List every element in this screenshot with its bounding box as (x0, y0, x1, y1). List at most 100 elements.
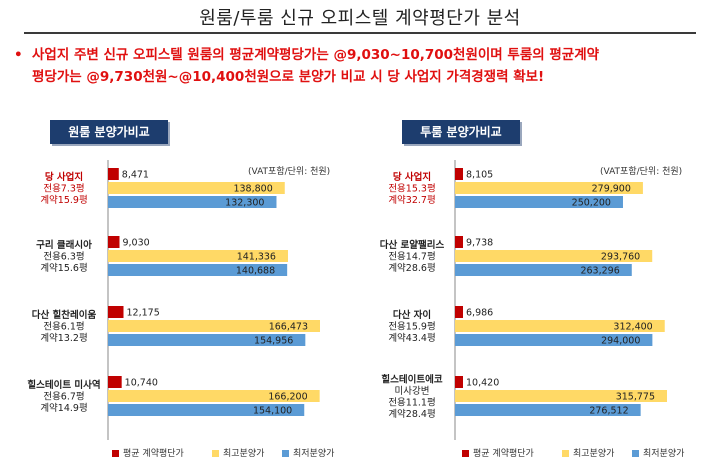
legend-item-avg: 평균 계약평단가 (112, 446, 184, 459)
category-label: 구리 클래시아 (36, 239, 92, 251)
legend-swatch-max (212, 450, 219, 457)
value-label: 279,900 (592, 184, 631, 195)
value-label: 9,030 (122, 238, 149, 249)
value-label: 138,800 (233, 184, 272, 195)
bar-max-price (455, 182, 643, 194)
value-label: 12,175 (127, 308, 160, 319)
page-title: 원룸/투룸 신규 오피스텔 계약평단가 분석 (199, 8, 521, 29)
category-label: 전용11.1평 (388, 397, 435, 408)
legend-swatch-max (562, 450, 569, 457)
summary-line-1: 사업지 주변 신규 오피스텔 원룸의 평균계약평당가는 @9,030~10,70… (32, 47, 600, 63)
value-label: 263,296 (580, 266, 619, 277)
category-label: 전용6.1평 (43, 322, 84, 333)
legend-label-min: 최저분양가 (293, 449, 335, 459)
category-label: 계약15.9평 (40, 194, 87, 206)
value-label: 166,200 (268, 392, 307, 403)
legend-label-avg: 평균 계약평단가 (473, 449, 534, 459)
bar-avg-contract (455, 236, 463, 248)
category-label: 계약43.4평 (388, 332, 435, 344)
category-label: 계약32.7평 (388, 194, 435, 206)
value-label: 293,760 (601, 252, 640, 263)
bar-min-price (455, 196, 623, 208)
value-label: 10,420 (466, 378, 499, 389)
bar-min-price (455, 404, 641, 416)
legend-item-min: 최저분양가 (282, 446, 334, 459)
legend-item-min: 최저분양가 (632, 446, 684, 459)
bar-avg-contract (108, 236, 120, 248)
unit-note-oneroom: (VAT포함/단위: 천원) (248, 167, 331, 177)
bar-avg-contract (108, 306, 124, 318)
legend-label-max: 최고분양가 (573, 449, 615, 459)
category-label: 전용15.3평 (388, 184, 435, 195)
category-label: 계약13.2평 (40, 332, 87, 344)
value-label: 250,200 (572, 198, 611, 209)
bar-max-price (455, 390, 667, 402)
category-label: 다산 자이 (393, 309, 431, 321)
bar-avg-contract (108, 168, 119, 180)
value-label: 8,105 (466, 170, 493, 181)
bar-avg-contract (455, 376, 463, 388)
legend-swatch-min (632, 450, 639, 457)
value-label: 141,336 (237, 252, 276, 263)
panel-header-tworoom: 투룸 분양가비교 (402, 120, 520, 144)
value-label: 6,986 (466, 308, 493, 319)
bar-min-price (455, 334, 653, 346)
legend-item-avg: 평균 계약평단가 (462, 446, 534, 459)
value-label: 312,400 (613, 322, 652, 333)
bar-max-price (108, 320, 320, 332)
value-label: 10,740 (125, 378, 158, 389)
category-label: 다산 힐찬레이움 (32, 309, 97, 321)
panel-header-oneroom: 원룸 분양가비교 (50, 120, 168, 144)
legend-item-max: 최고분양가 (562, 446, 614, 459)
bar-max-price (108, 182, 285, 194)
category-label: 계약28.4평 (388, 408, 435, 420)
bar-max-price (455, 250, 653, 262)
legend-swatch-min (282, 450, 289, 457)
category-label: 당 사업지 (393, 171, 431, 183)
category-label: 전용14.7평 (388, 252, 435, 263)
bar-avg-contract (455, 306, 463, 318)
value-label: 9,738 (466, 238, 493, 249)
bar-min-price (108, 264, 288, 276)
unit-note-tworoom: (VAT포함/단위: 천원) (600, 167, 683, 177)
category-label: 계약28.6평 (388, 262, 435, 274)
bar-min-price (455, 264, 632, 276)
category-label: 전용7.3평 (43, 184, 84, 195)
title-divider (24, 32, 696, 34)
bar-min-price (108, 334, 306, 346)
category-label: 계약15.6평 (40, 262, 87, 274)
category-label: 다산 로얄팰리스 (380, 239, 445, 251)
bar-avg-contract (455, 168, 463, 180)
category-label: 미사강변 (395, 386, 430, 397)
category-label: 힐스테이트에코 (381, 373, 442, 385)
legend-label-avg: 평균 계약평단가 (123, 449, 184, 459)
value-label: 276,512 (589, 406, 628, 417)
bar-max-price (455, 320, 665, 332)
value-label: 154,956 (254, 336, 293, 347)
bar-avg-contract (108, 376, 122, 388)
legend-swatch-avg (112, 450, 119, 457)
bar-max-price (108, 390, 320, 402)
category-label: 당 사업지 (45, 171, 83, 183)
category-label: 계약14.9평 (40, 402, 87, 414)
value-label: 294,000 (601, 336, 640, 347)
category-label: 전용15.9평 (388, 322, 435, 333)
value-label: 315,775 (616, 392, 655, 403)
value-label: 154,100 (253, 406, 292, 417)
category-label: 전용6.7평 (43, 392, 84, 403)
value-label: 140,688 (236, 266, 275, 277)
legend-item-max: 최고분양가 (212, 446, 264, 459)
legend-label-min: 최저분양가 (643, 449, 685, 459)
value-label: 166,473 (269, 322, 308, 333)
category-label: 전용6.3평 (43, 252, 84, 263)
legend-label-max: 최고분양가 (223, 449, 265, 459)
value-label: 8,471 (122, 170, 149, 181)
bar-min-price (108, 196, 277, 208)
bar-max-price (108, 250, 288, 262)
summary-bullet: • (14, 47, 23, 63)
value-label: 132,300 (225, 198, 264, 209)
summary-line-2: 평당가는 @9,730천원~@10,400천원으로 분양가 비교 시 당 사업지… (32, 69, 545, 85)
legend-swatch-avg (462, 450, 469, 457)
category-label: 힐스테이트 미사역 (27, 379, 100, 391)
